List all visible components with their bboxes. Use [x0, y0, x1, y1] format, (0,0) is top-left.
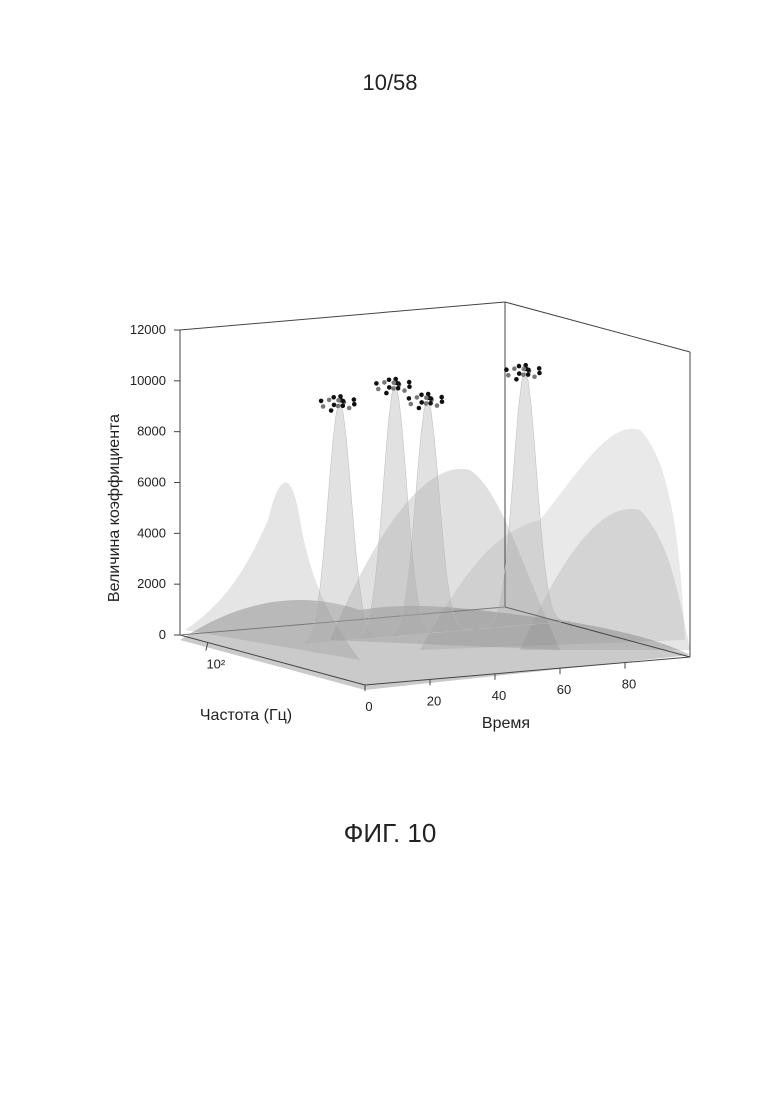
marker-dot	[517, 371, 522, 376]
z-tick-label: 12000	[130, 322, 166, 337]
marker-dot	[522, 367, 527, 372]
z-axis-label: Величина коэффициента	[106, 414, 123, 602]
marker-dot	[331, 395, 336, 400]
z-tick-label: 8000	[137, 424, 166, 439]
marker-dot	[402, 388, 407, 393]
marker-dot	[352, 397, 357, 402]
y-axis-label: Частота (Гц)	[200, 707, 292, 724]
marker-dot	[329, 408, 334, 413]
marker-dot	[537, 371, 542, 376]
figure-caption: ФИГ. 10	[344, 818, 437, 848]
x-axis-label: Время	[482, 715, 530, 732]
marker-dot	[419, 400, 424, 405]
marker-dot	[336, 398, 341, 403]
marker-dot	[409, 402, 414, 407]
marker-dot	[521, 373, 526, 378]
marker-dot	[382, 380, 387, 385]
marker-dot	[440, 399, 445, 404]
z-tick-label: 4000	[137, 525, 166, 540]
z-tick-label: 10000	[130, 373, 166, 388]
marker-dot	[512, 366, 517, 371]
marker-dot	[407, 396, 412, 401]
z-tick-label: 0	[159, 627, 166, 642]
marker-dot	[396, 386, 401, 391]
marker-dot	[347, 406, 352, 411]
marker-dot	[435, 403, 440, 408]
marker-dot	[374, 381, 379, 386]
marker-dot	[417, 406, 422, 411]
marker-dot	[415, 395, 420, 400]
marker-dot	[391, 386, 396, 391]
marker-dot	[419, 393, 424, 398]
marker-dot	[504, 367, 509, 372]
marker-dot	[506, 373, 511, 378]
z-tick-label: 6000	[137, 475, 166, 490]
x-tick-label: 40	[492, 688, 506, 703]
marker-dot	[439, 395, 444, 400]
y-tick-label: 10²	[206, 657, 225, 672]
x-tick-label: 20	[427, 693, 441, 708]
marker-dot	[428, 401, 433, 406]
page-number: 10/58	[362, 70, 417, 95]
marker-dot	[424, 395, 429, 400]
marker-dot	[352, 402, 357, 407]
x-tick-label: 60	[557, 682, 571, 697]
marker-dot	[321, 404, 326, 409]
marker-dot	[319, 399, 324, 404]
marker-dot	[407, 384, 412, 389]
marker-dot	[537, 366, 542, 371]
marker-dot	[424, 401, 429, 406]
page: 10/58 ФИГ. 10 0 2000 4000 6000 8000 10000 1200…	[0, 0, 780, 1103]
marker-dot	[376, 387, 381, 392]
box-edge	[180, 302, 505, 330]
marker-dot	[387, 385, 392, 390]
marker-dot	[526, 372, 531, 377]
x-tick-label: 80	[622, 677, 636, 692]
marker-dot	[332, 403, 337, 408]
z-tick-label: 2000	[137, 576, 166, 591]
marker-dot	[407, 380, 412, 385]
marker-dot	[517, 364, 522, 369]
marker-dot	[327, 398, 332, 403]
marker-dot	[532, 375, 537, 380]
marker-dot	[387, 378, 392, 383]
marker-dot	[514, 377, 519, 382]
marker-dot	[341, 404, 346, 409]
marker-dot	[392, 380, 397, 385]
marker-dot	[384, 391, 389, 396]
marker-dot	[336, 404, 341, 409]
box-edge	[505, 302, 690, 352]
x-tick-label: 0	[365, 699, 372, 714]
